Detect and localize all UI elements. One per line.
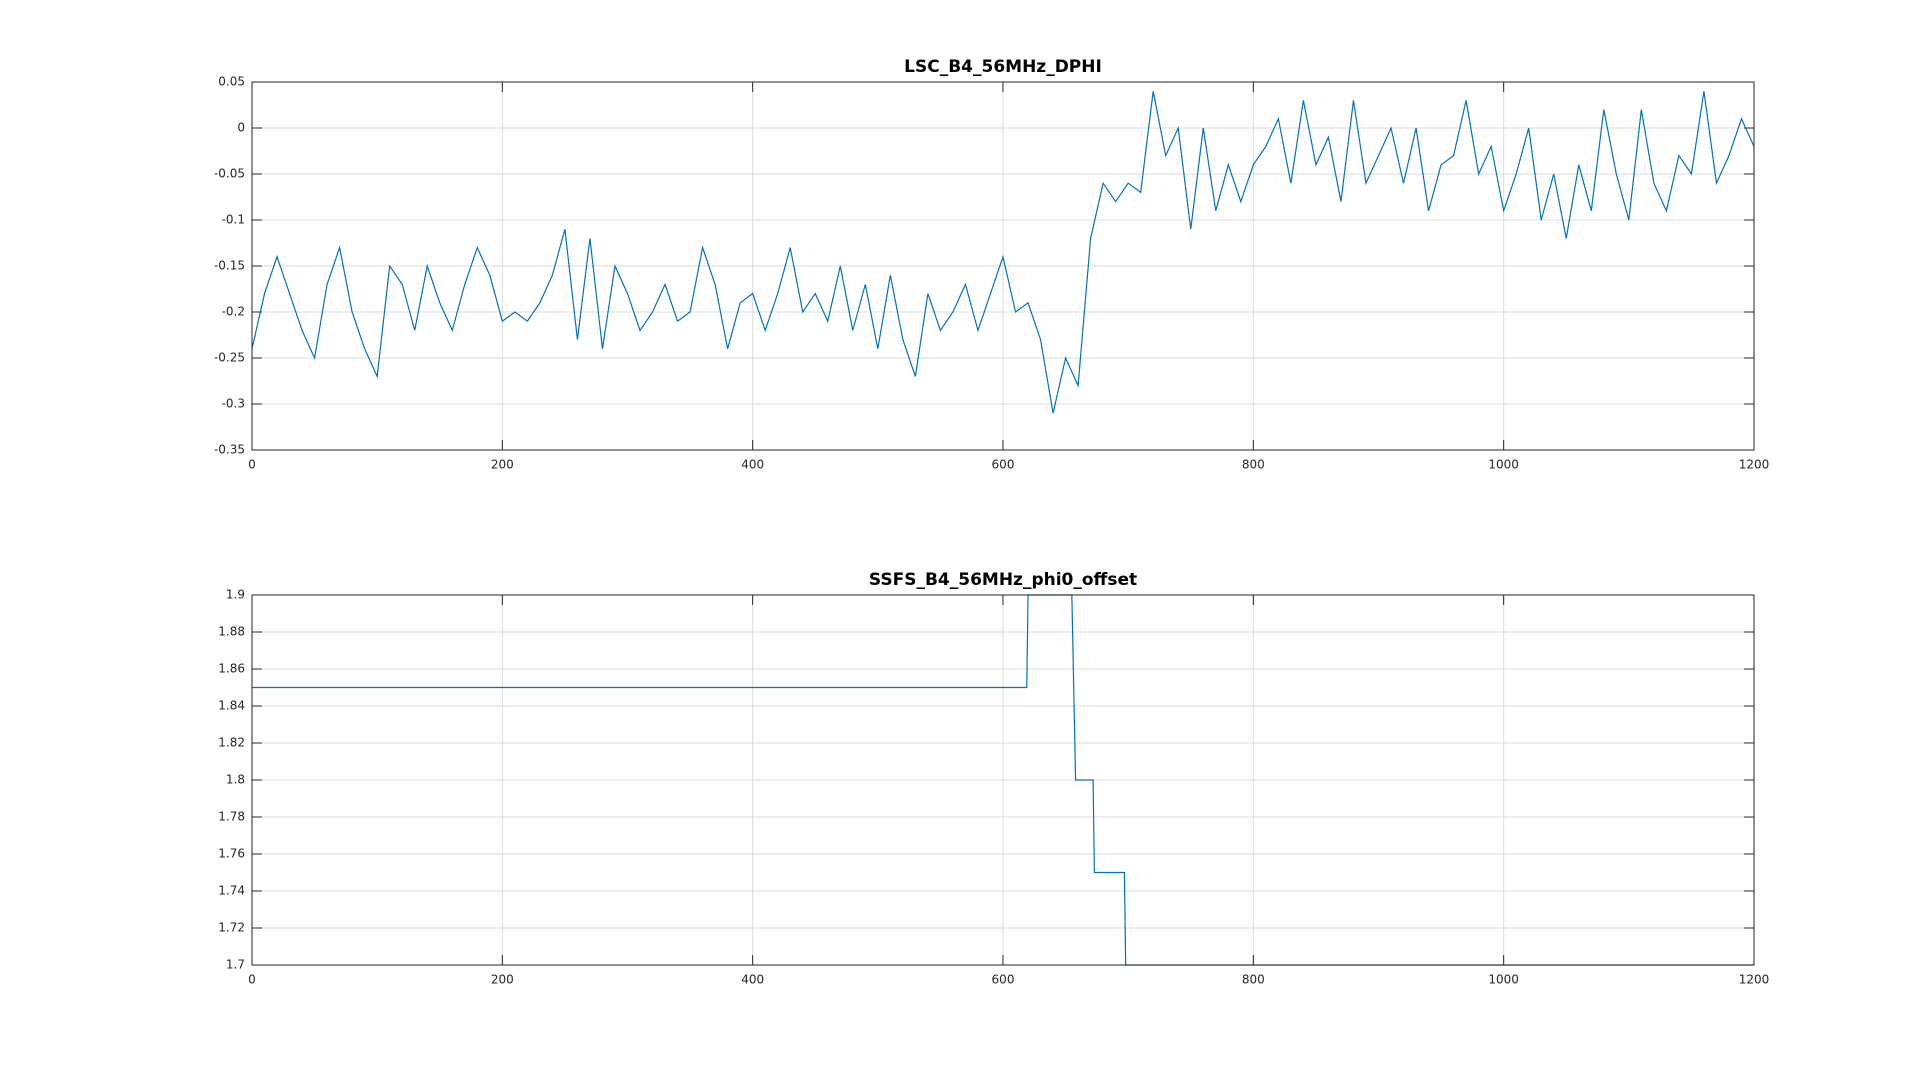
data-line [252, 594, 1754, 966]
x-tick-label: 400 [741, 458, 764, 472]
y-tick-label: 1.8 [226, 773, 245, 787]
y-tick-label: -0.1 [222, 213, 245, 227]
y-tick-label: 1.88 [218, 625, 245, 639]
y-tick-label: 1.9 [226, 588, 245, 602]
y-tick-label: -0.2 [222, 305, 245, 319]
axes-box [251, 81, 1755, 451]
y-tick-label: 0.05 [218, 75, 245, 89]
y-tick-label: 0 [237, 121, 245, 135]
x-tick-label: 1000 [1488, 973, 1519, 987]
chart-title: SSFS_B4_56MHz_phi0_offset [869, 570, 1137, 590]
y-tick-label: 1.84 [218, 699, 245, 713]
x-tick-label: 800 [1242, 458, 1265, 472]
y-tick-label: -0.25 [214, 351, 245, 365]
chart-title: LSC_B4_56MHz_DPHI [904, 57, 1102, 77]
y-tick-label: 1.82 [218, 736, 245, 750]
y-tick-label: 1.78 [218, 810, 245, 824]
x-tick-label: 0 [248, 458, 256, 472]
data-line [252, 91, 1754, 414]
y-tick-label: -0.3 [222, 397, 245, 411]
x-tick-label: 600 [992, 458, 1015, 472]
y-tick-label: 1.76 [218, 847, 245, 861]
x-tick-label: 200 [491, 458, 514, 472]
y-tick-label: 1.86 [218, 662, 245, 676]
x-tick-label: 200 [491, 973, 514, 987]
x-tick-label: 400 [741, 973, 764, 987]
y-tick-label: -0.35 [214, 443, 245, 457]
x-tick-label: 0 [248, 973, 256, 987]
x-tick-label: 800 [1242, 973, 1265, 987]
y-tick-label: 1.72 [218, 921, 245, 935]
x-tick-label: 600 [992, 973, 1015, 987]
x-tick-label: 1200 [1739, 458, 1770, 472]
y-tick-label: -0.05 [214, 167, 245, 181]
y-tick-label: -0.15 [214, 259, 245, 273]
y-tick-label: 1.7 [226, 958, 245, 972]
x-tick-label: 1200 [1739, 973, 1770, 987]
x-tick-label: 1000 [1488, 458, 1519, 472]
axes-box [251, 594, 1755, 966]
y-tick-label: 1.74 [218, 884, 245, 898]
